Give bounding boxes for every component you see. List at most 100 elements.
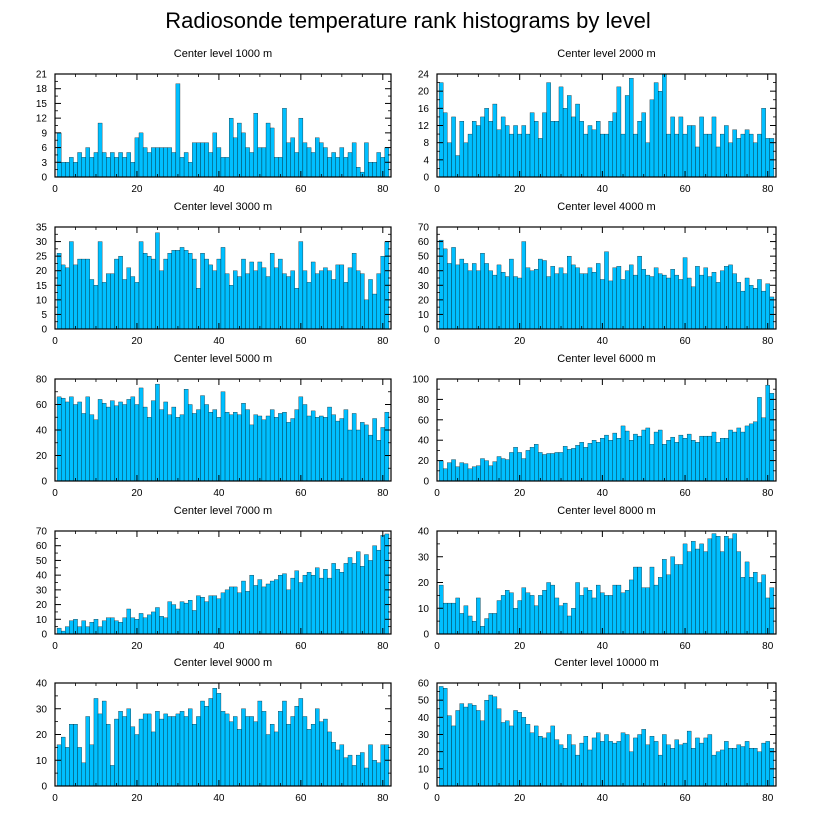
bar [253, 585, 258, 635]
bar [554, 452, 560, 482]
bar [583, 447, 589, 482]
bar [384, 411, 390, 482]
bar [69, 620, 74, 635]
y-tick-label: 10 [418, 604, 430, 615]
bar [167, 147, 172, 178]
bar [480, 720, 485, 787]
bar [724, 438, 729, 482]
bar [220, 391, 226, 482]
bar [114, 405, 119, 482]
bar [196, 288, 201, 330]
y-tick-label: 4 [423, 155, 429, 166]
bar [678, 564, 684, 635]
x-tick-label: 20 [131, 184, 143, 195]
bar [732, 533, 737, 635]
bar [282, 108, 287, 178]
bar [707, 734, 713, 787]
bar [360, 752, 365, 787]
bar [241, 708, 246, 787]
bar [228, 721, 234, 787]
panel-title: Center level 7000 m [174, 505, 272, 517]
bar [151, 611, 156, 635]
bar [695, 548, 700, 635]
bar [686, 433, 692, 482]
bar [757, 751, 762, 787]
bar [167, 253, 172, 330]
bar [616, 266, 622, 330]
bar [662, 559, 667, 635]
bar [192, 142, 197, 178]
bar [637, 566, 642, 635]
bar [237, 414, 242, 482]
bar [571, 264, 576, 330]
bar [534, 121, 539, 178]
panel-title: Center level 9000 m [174, 657, 272, 669]
bar [351, 413, 357, 482]
bar [274, 731, 279, 787]
bar [253, 113, 258, 178]
y-tick-label: 30 [36, 585, 48, 596]
bar [286, 589, 291, 635]
bar [380, 255, 386, 330]
bar [237, 122, 242, 178]
y-tick-label: 20 [36, 730, 48, 741]
bar [306, 729, 312, 787]
bar [175, 608, 181, 635]
bar [249, 424, 254, 482]
bar [740, 431, 746, 482]
bar [110, 617, 115, 635]
bar [769, 296, 775, 330]
bar [641, 729, 646, 787]
bar [505, 125, 510, 178]
bar [179, 601, 185, 635]
bar [591, 597, 597, 635]
bar [106, 273, 111, 330]
bar [620, 133, 626, 178]
bar [579, 595, 584, 635]
bar [274, 267, 279, 330]
bar [467, 615, 473, 635]
bar [587, 749, 593, 787]
x-tick-label: 20 [514, 488, 526, 499]
bar [736, 427, 742, 482]
bar [220, 592, 226, 635]
bar [579, 121, 584, 178]
bar [604, 133, 609, 178]
bar [310, 724, 316, 787]
bar [484, 263, 489, 330]
bar [715, 282, 721, 330]
bar [249, 716, 254, 787]
bar [65, 267, 70, 330]
bar [443, 112, 448, 178]
bar [728, 142, 733, 178]
bar [130, 617, 136, 635]
bar [101, 620, 107, 635]
bar [740, 746, 746, 787]
bar [298, 698, 304, 787]
bar [666, 574, 671, 635]
bar [339, 572, 345, 635]
bar [347, 754, 353, 787]
bar [608, 741, 613, 787]
y-tick-label: 40 [418, 266, 430, 277]
bar [347, 152, 353, 178]
bar [93, 698, 99, 787]
bar [484, 108, 489, 178]
bar [126, 267, 131, 330]
bar [93, 152, 99, 178]
bar [278, 258, 283, 330]
bar [525, 267, 531, 330]
x-tick-label: 80 [762, 488, 774, 499]
bar [562, 748, 568, 787]
bar [641, 269, 646, 330]
bar [682, 133, 688, 178]
bar [151, 400, 156, 482]
bar [188, 162, 193, 178]
bar [480, 253, 485, 330]
bar [620, 279, 626, 330]
bar [715, 536, 721, 635]
bar [192, 610, 197, 635]
bar [228, 285, 234, 330]
bar [315, 567, 320, 635]
x-tick-label: 20 [131, 488, 143, 499]
